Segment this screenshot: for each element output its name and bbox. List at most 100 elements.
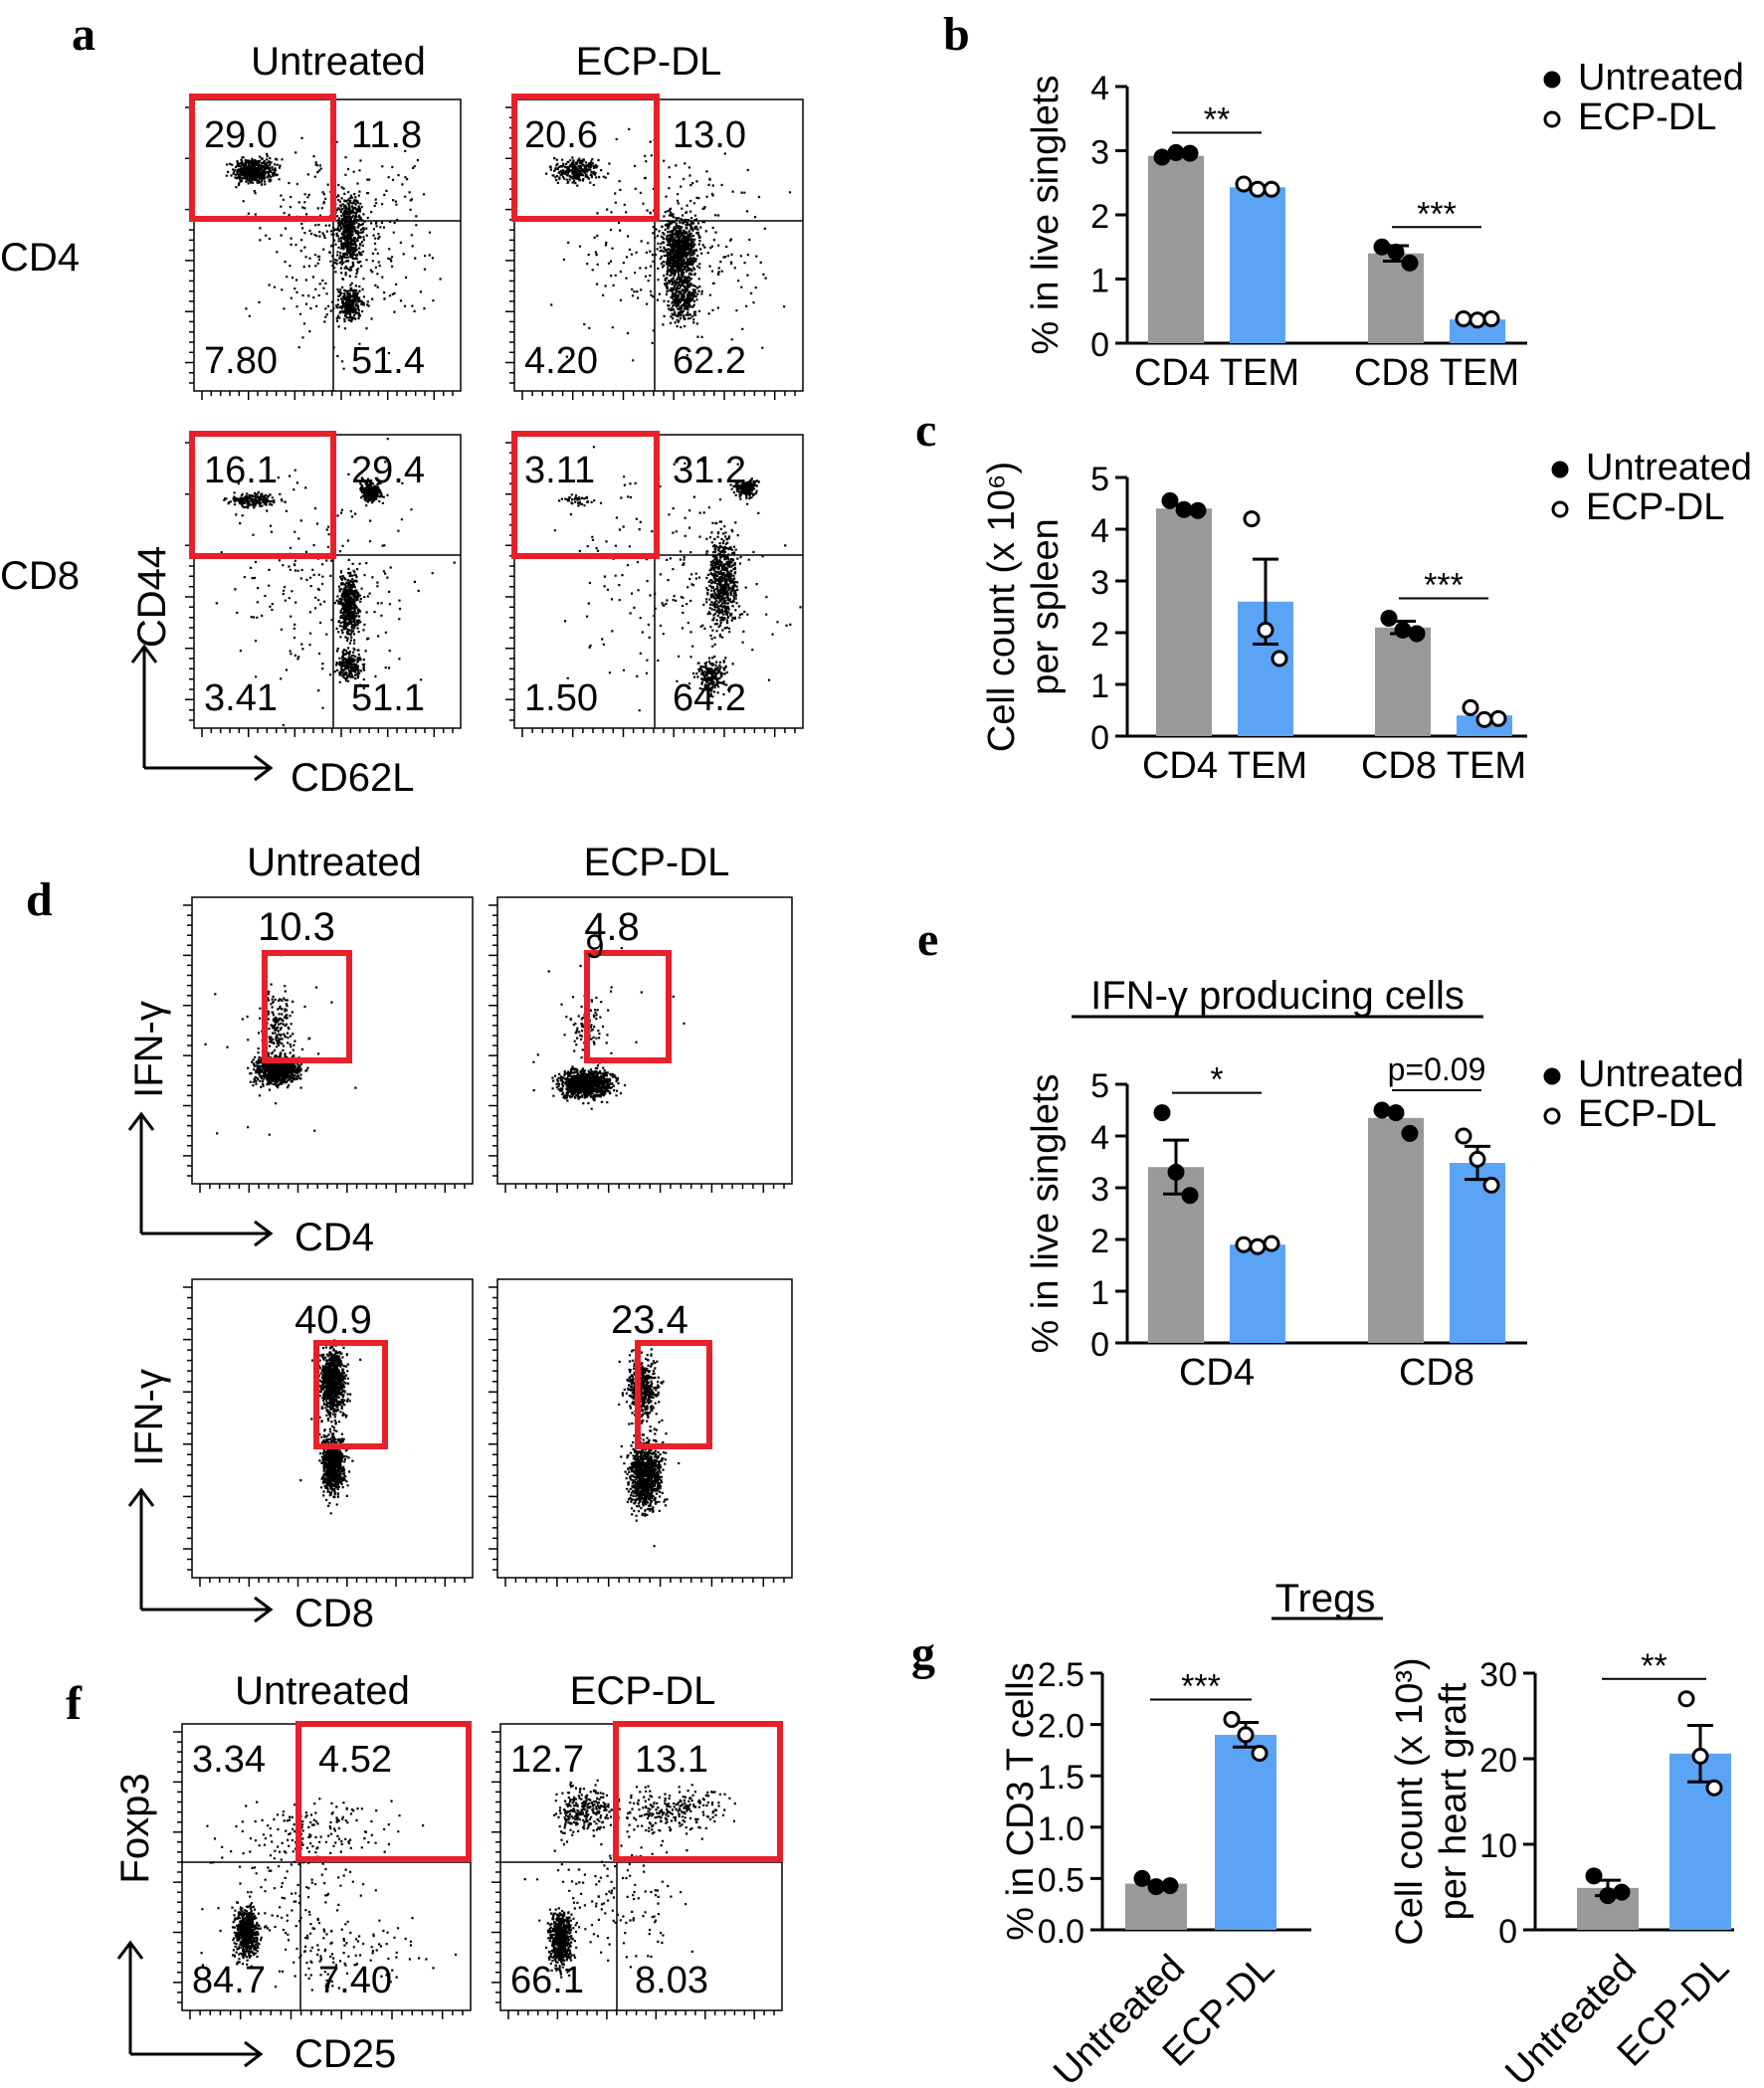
legend-entry-untreated: Untreated (1578, 57, 1744, 98)
x-axis-label-cd4: CD4 (294, 1216, 374, 1259)
y-tick-label: 2.0 (1038, 1708, 1084, 1746)
row-label-cd8: CD8 (0, 554, 80, 598)
flow-plot-ifng-cd8-untreated: 40.9 (183, 1278, 474, 1587)
event-dots (225, 136, 442, 370)
y-tick-label: 1 (1090, 667, 1109, 705)
gate-box (295, 1721, 472, 1862)
flow-plot-cd8-ecp: 3.11 31.2 1.50 64.2 (505, 431, 804, 737)
y-axis-label: Cell count (x 10⁶) (981, 462, 1023, 752)
significance-marker: *** (1424, 566, 1464, 604)
axis-arrows-a (130, 644, 274, 782)
legend-marker (1543, 110, 1561, 128)
flow-plot-ifng-cd4-ecp: 4.89 (489, 896, 793, 1193)
flow-plot-foxp3-untreated: 3.34 4.52 84.7 7.40 (173, 1721, 472, 2019)
legend-marker (1551, 500, 1569, 518)
quadrant-value-lower-right: 8.03 (635, 1960, 708, 2001)
plot-frame (496, 896, 793, 1185)
significance-marker: ** (1641, 1647, 1666, 1685)
legend-marker (1543, 1107, 1561, 1125)
col-header-untreated: Untreated (235, 1669, 410, 1713)
plot-frame (191, 1278, 474, 1579)
y-axis-label-foxp3: Foxp3 (113, 1773, 157, 1883)
axis-arrows-d-cd4 (127, 1111, 274, 1247)
y-tick-label: 1.0 (1038, 1810, 1084, 1848)
data-point (1469, 311, 1486, 329)
quadrant-value-upper-left: 3.11 (524, 450, 595, 491)
quadrant-value-upper-right: 13.1 (635, 1739, 708, 1781)
data-point (1237, 1726, 1255, 1744)
axis-ticks (491, 1731, 775, 2019)
y-tick-label: 0 (1090, 326, 1109, 364)
y-tick-label: 3 (1090, 134, 1109, 172)
col-header-ecp: ECP-DL (584, 841, 730, 884)
quadrant-value-upper-left: 20.6 (524, 114, 598, 156)
chart-g-title: Tregs (1275, 1577, 1376, 1620)
data-point (1677, 1690, 1695, 1708)
gate-box (635, 1340, 712, 1449)
quadrant-value-upper-right: 4.52 (318, 1739, 392, 1781)
data-point (1257, 621, 1274, 639)
y-axis-label: per spleen (1025, 518, 1067, 694)
stray-digit: 9 (586, 928, 605, 966)
panel-label-b: b (943, 8, 970, 61)
quadrant-value-upper-left: 12.7 (510, 1739, 584, 1781)
data-point (1469, 1150, 1486, 1168)
x-tick-label: CD8 TEM (1361, 745, 1526, 787)
quadrant-value-lower-right: 62.2 (673, 340, 746, 382)
bar-untreated-1 (1375, 627, 1431, 736)
x-axis-label-cd25: CD25 (294, 2032, 396, 2076)
quadrant-value-upper-left: 3.34 (192, 1739, 266, 1781)
data-point (1691, 1747, 1709, 1765)
x-axis-label-cd8: CD8 (294, 1592, 374, 1635)
data-point (1181, 1187, 1199, 1205)
col-header-untreated: Untreated (251, 40, 426, 84)
plot-frame (191, 896, 474, 1185)
event-dots (523, 1779, 736, 1979)
quadrant-value-upper-right: 13.0 (673, 114, 746, 156)
axis-ticks (173, 1731, 464, 2019)
data-point (1223, 1710, 1241, 1728)
legend-entry-untreated: Untreated (1578, 1053, 1744, 1095)
data-point (1462, 698, 1479, 716)
y-tick-label: 5 (1090, 1067, 1109, 1105)
bar-untreated-1 (1368, 1117, 1424, 1343)
legend-entry-ecp-dl: ECP-DL (1578, 1093, 1716, 1135)
significance-marker: *** (1181, 1667, 1221, 1705)
y-tick-label: 30 (1479, 1656, 1517, 1694)
y-tick-label: 0.0 (1038, 1913, 1084, 1951)
data-point (1147, 1878, 1165, 1896)
gate-percent-value: 40.9 (294, 1298, 372, 1342)
bar-untreated-0 (1156, 508, 1212, 736)
y-tick-label: 0 (1090, 1326, 1109, 1364)
axis-ticks (183, 1286, 466, 1587)
chart-e-title: IFN-γ producing cells (1090, 974, 1465, 1018)
data-point (1408, 625, 1426, 643)
panel-label-d: d (26, 873, 53, 926)
y-axis-label: Cell count (x 10³) (1389, 1657, 1431, 1945)
y-axis-label: % in live singlets (1025, 76, 1067, 355)
y-axis-label: % in live singlets (1025, 1074, 1067, 1354)
y-tick-label: 3 (1090, 564, 1109, 602)
data-point (1175, 500, 1193, 518)
panel-f: Untreated ECP-DL 3.34 4.52 84.7 7.40 12.7 13… (113, 1669, 783, 2076)
significance-marker: * (1210, 1061, 1223, 1099)
legend-marker (1543, 1067, 1561, 1085)
y-tick-label: 0 (1498, 1913, 1517, 1951)
data-point (1387, 243, 1405, 261)
gate-box (511, 431, 660, 559)
event-dots (532, 947, 686, 1110)
gate-box (189, 94, 336, 222)
y-tick-label: 4 (1090, 70, 1109, 107)
data-point (1482, 1176, 1500, 1194)
x-tick-label: CD4 TEM (1134, 352, 1299, 394)
data-point (1181, 144, 1199, 162)
gate-percent-value: 4.8 (584, 905, 640, 949)
data-point (1373, 1101, 1391, 1119)
panel-a: Untreated ECP-DL CD4 CD8 29.0 11.8 7.80 51.… (0, 40, 804, 800)
y-axis-label: % in CD3 T cells (1000, 1662, 1042, 1940)
panel-label-e: e (917, 913, 938, 966)
quadrant-value-upper-right: 11.8 (351, 114, 422, 156)
legend-entry-untreated: Untreated (1586, 447, 1752, 488)
x-tick-label: CD4 (1179, 1352, 1255, 1394)
